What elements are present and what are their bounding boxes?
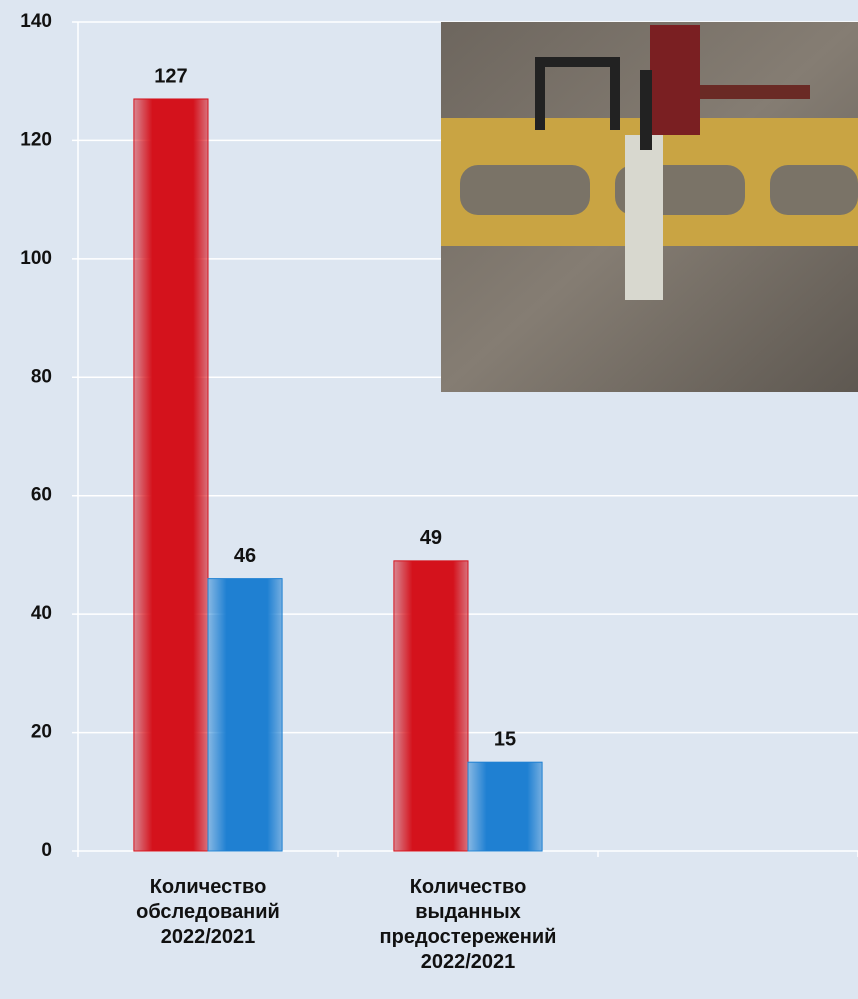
- bar: [467, 761, 543, 852]
- value-label: 49: [420, 527, 442, 549]
- x-tick-label: Количество обследований 2022/2021: [136, 876, 280, 948]
- y-tick-label: 60: [31, 485, 52, 506]
- bar: [207, 578, 283, 852]
- y-tick-label: 40: [31, 603, 52, 624]
- value-label: 127: [154, 65, 187, 87]
- y-tick-label: 120: [20, 129, 52, 150]
- y-tick-label: 80: [31, 366, 52, 387]
- x-tick-label: Количество выданных предостережений 2022…: [379, 876, 557, 973]
- photo: [441, 22, 858, 392]
- y-tick-label: 0: [41, 840, 52, 861]
- y-tick-label: 20: [31, 722, 52, 743]
- bar: [393, 560, 469, 852]
- y-tick-label: 100: [20, 248, 52, 269]
- y-tick-label: 140: [20, 11, 52, 32]
- bar: [133, 98, 209, 852]
- value-label: 46: [234, 545, 256, 567]
- value-label: 15: [494, 728, 516, 750]
